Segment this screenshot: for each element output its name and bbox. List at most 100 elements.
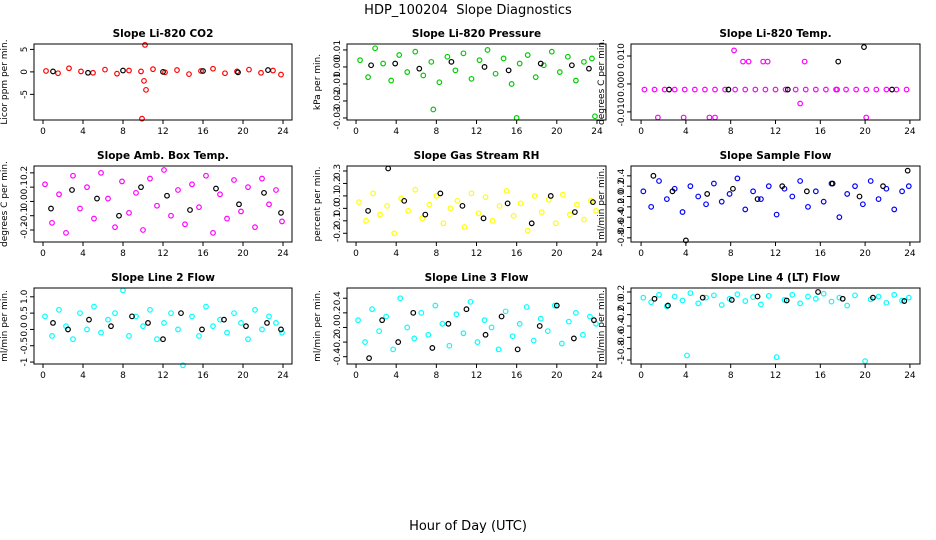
point — [372, 45, 379, 52]
point — [725, 86, 732, 93]
point — [265, 67, 271, 73]
point — [568, 62, 575, 69]
point — [234, 68, 240, 75]
point — [745, 58, 752, 65]
point — [175, 187, 181, 193]
point — [238, 208, 244, 215]
point — [164, 192, 170, 199]
point — [460, 330, 467, 337]
y-tick-label: 0.4 — [333, 291, 343, 306]
point — [69, 187, 75, 193]
y-tick-label: -0.010 — [617, 97, 627, 126]
point — [782, 86, 789, 93]
point — [42, 313, 48, 320]
point — [235, 69, 241, 76]
point — [859, 201, 866, 208]
point — [571, 209, 578, 215]
x-tick-label: 8 — [433, 127, 439, 137]
point — [439, 320, 446, 327]
point — [754, 196, 761, 202]
point — [651, 86, 658, 93]
point — [112, 310, 118, 317]
x-tick-label: 24 — [277, 249, 289, 259]
x-tick-label: 8 — [120, 127, 126, 137]
point — [883, 86, 890, 93]
panel-title: Slope Line 2 Flow — [111, 272, 215, 284]
point — [839, 295, 846, 302]
x-tick-label: 16 — [815, 127, 827, 137]
point — [77, 205, 83, 212]
y-tick-label: -0.01 — [333, 72, 343, 95]
x-tick-label: 12 — [471, 249, 482, 259]
point — [203, 172, 209, 179]
point — [85, 69, 91, 76]
point — [246, 66, 252, 73]
point — [198, 68, 204, 74]
point — [412, 186, 419, 193]
point — [217, 316, 223, 323]
point — [861, 44, 867, 50]
point — [356, 199, 362, 206]
point — [384, 202, 391, 209]
point — [905, 294, 912, 301]
point — [433, 193, 440, 199]
y-tick-label: 5 — [20, 47, 30, 53]
point — [570, 335, 577, 342]
point — [805, 203, 811, 210]
point — [679, 297, 686, 304]
point — [42, 181, 48, 188]
point — [742, 206, 749, 213]
x-tick-label: 12 — [770, 127, 781, 137]
x-tick-label: 24 — [277, 127, 289, 137]
point — [380, 60, 387, 67]
point — [530, 337, 537, 344]
x-tick-label: 8 — [728, 371, 734, 381]
point — [517, 200, 524, 207]
y-tick-label: -0.2 — [333, 333, 343, 351]
point — [489, 217, 496, 224]
y-tick-label: -0.2 — [617, 198, 627, 216]
y-tick-label: -0.4 — [617, 317, 627, 335]
point — [476, 57, 483, 64]
y-tick-label: 0.2 — [333, 176, 343, 190]
x-tick-label: 8 — [433, 371, 439, 381]
point — [681, 86, 688, 93]
point — [186, 71, 192, 78]
point — [463, 306, 470, 313]
point — [70, 336, 76, 343]
point — [404, 324, 411, 331]
point — [773, 354, 780, 361]
y-tick-label: 0.2 — [333, 306, 343, 320]
y-tick-label: 0.01 — [333, 40, 343, 60]
plot-frame — [346, 287, 607, 365]
point — [480, 215, 487, 222]
point — [752, 86, 759, 93]
point — [279, 329, 285, 336]
plot-frame — [346, 165, 607, 243]
point — [503, 188, 510, 194]
point — [459, 202, 466, 209]
point — [835, 58, 842, 65]
point — [196, 204, 202, 211]
point — [528, 220, 535, 227]
point — [875, 196, 882, 202]
point — [566, 211, 573, 218]
y-axis-label: ml/min per min. — [313, 290, 323, 362]
point — [238, 320, 244, 326]
point — [369, 306, 375, 313]
point — [174, 67, 180, 73]
point — [792, 86, 799, 93]
point — [437, 190, 444, 197]
point — [532, 74, 539, 81]
point — [671, 86, 678, 93]
plot-frame — [630, 43, 921, 121]
point — [138, 184, 144, 191]
point — [168, 212, 174, 219]
y-tick-label: 0.1 — [333, 189, 343, 203]
point — [651, 295, 658, 302]
point — [564, 53, 571, 60]
panel-title: Slope Amb. Box Temp. — [97, 150, 229, 162]
point — [133, 313, 139, 320]
point — [863, 86, 870, 93]
point — [91, 215, 97, 222]
